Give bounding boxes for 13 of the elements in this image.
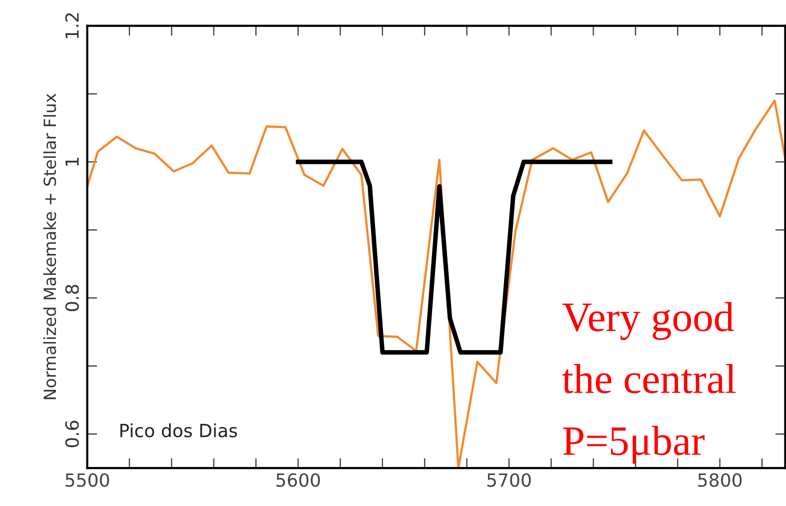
y-tick-label: 0.6 — [65, 420, 79, 448]
annotation: P=5μbar — [563, 426, 705, 464]
y-tick-label: 1 — [65, 158, 79, 166]
y-tick-label: 0.8 — [65, 284, 79, 312]
x-tick-label: 5500 — [66, 473, 110, 487]
x-tick-label: 5700 — [487, 473, 531, 487]
annotation: the central — [562, 364, 736, 394]
y-axis-title: Normalized Makemake + Stellar Flux — [43, 94, 56, 400]
y-tick-label: 1.2 — [65, 13, 79, 38]
annotation: Very good — [562, 302, 734, 340]
x-tick-label: 5600 — [276, 473, 320, 487]
x-tick-label: 5800 — [698, 473, 742, 487]
annotation: Pico dos Dias — [120, 423, 238, 438]
